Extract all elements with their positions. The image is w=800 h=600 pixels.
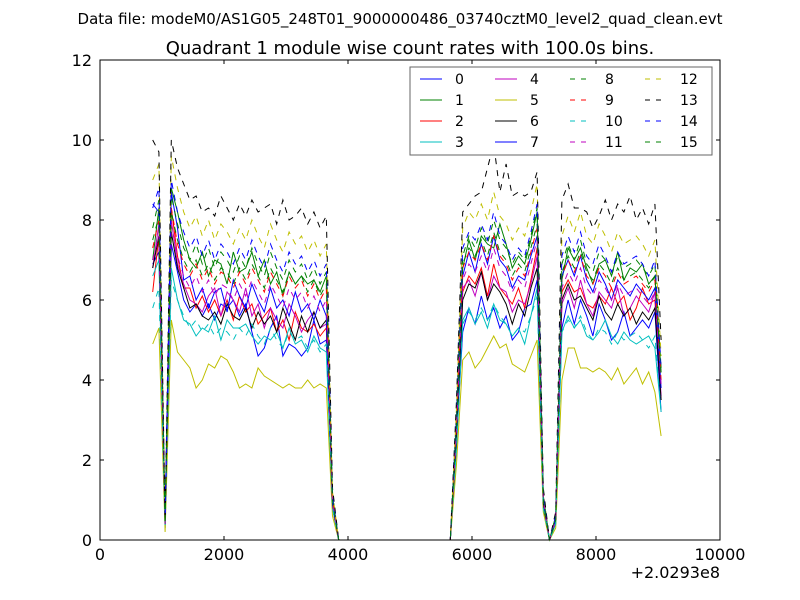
chart-suptitle: Data file: modeM0/AS1G05_248T01_90000004… xyxy=(78,10,723,29)
chart-title: Quadrant 1 module wise count rates with … xyxy=(166,38,655,59)
x-offset-label: +2.0293e8 xyxy=(631,563,720,582)
legend-label-11: 11 xyxy=(605,135,623,151)
x-tick-label: 8000 xyxy=(576,545,617,564)
x-tick-label: 10000 xyxy=(695,545,746,564)
series-line-4 xyxy=(152,219,662,541)
series-line-6 xyxy=(152,231,662,541)
series-line-12 xyxy=(152,155,662,541)
legend-label-0: 0 xyxy=(455,72,464,88)
legend-label-10: 10 xyxy=(605,114,623,130)
series-line-0 xyxy=(152,243,662,541)
series-line-14 xyxy=(152,179,662,541)
series-line-9 xyxy=(152,207,662,541)
legend-box xyxy=(409,66,713,156)
legend-label-2: 2 xyxy=(455,114,464,130)
x-axis: 0 2000 4000 6000 8000 10000 xyxy=(95,60,746,564)
legend-label-3: 3 xyxy=(455,135,464,151)
legend-label-15: 15 xyxy=(680,135,698,151)
legend-label-6: 6 xyxy=(530,114,539,130)
series-line-3 xyxy=(152,259,662,542)
x-tick-label: 6000 xyxy=(452,545,493,564)
x-tick-label: 0 xyxy=(95,545,105,564)
y-tick-label: 10 xyxy=(72,131,92,150)
legend-label-14: 14 xyxy=(680,114,698,130)
legend-label-9: 9 xyxy=(605,93,614,109)
series-layer xyxy=(152,139,662,542)
legend-label-1: 1 xyxy=(455,93,464,109)
y-tick-label: 2 xyxy=(82,451,92,470)
legend-label-12: 12 xyxy=(680,72,698,88)
y-tick-label: 6 xyxy=(82,291,92,310)
y-tick-label: 4 xyxy=(82,371,92,390)
x-tick-label: 4000 xyxy=(328,545,369,564)
series-line-5 xyxy=(152,319,662,542)
legend-label-7: 7 xyxy=(530,135,539,151)
legend-label-8: 8 xyxy=(605,72,614,88)
series-line-15 xyxy=(152,211,662,541)
series-line-10 xyxy=(152,279,662,542)
series-line-2 xyxy=(152,207,662,541)
y-tick-label: 0 xyxy=(82,531,92,550)
series-line-13 xyxy=(152,139,662,541)
x-tick-label: 2000 xyxy=(204,545,245,564)
legend-label-13: 13 xyxy=(680,93,698,109)
y-tick-label: 8 xyxy=(82,211,92,230)
y-tick-label: 12 xyxy=(72,51,92,70)
series-line-7 xyxy=(152,191,662,541)
series-line-8 xyxy=(152,195,662,541)
legend-label-5: 5 xyxy=(530,93,539,109)
legend-label-4: 4 xyxy=(530,72,539,88)
